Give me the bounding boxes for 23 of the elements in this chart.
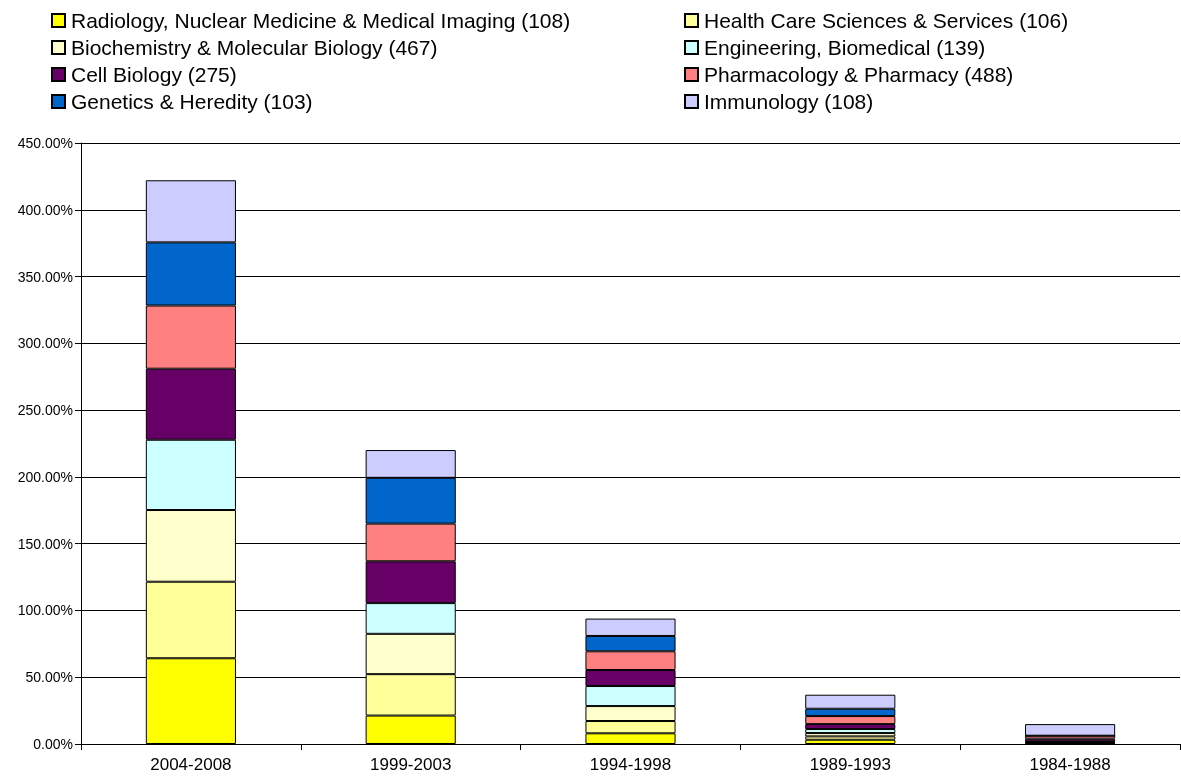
y-tick-label: 300.00%	[17, 335, 73, 352]
x-tick-label: 1994-1998	[589, 755, 672, 774]
legend-label: Engineering, Biomedical (139)	[704, 36, 986, 59]
legend-label: Genetics & Heredity (103)	[71, 90, 313, 113]
x-tick-label: 1989-1993	[809, 755, 891, 774]
legend-label: Pharmacology & Pharmacy (488)	[704, 63, 1014, 86]
legend-label: Cell Biology (275)	[71, 63, 237, 86]
y-tick-label: 350.00%	[17, 268, 73, 285]
legend-label: Immunology (108)	[704, 90, 874, 113]
legend-label: Biochemistry & Molecular Biology (467)	[71, 36, 438, 59]
y-tick-label: 150.00%	[17, 535, 73, 552]
legend-label: Radiology, Nuclear Medicine & Medical Imaging (108)	[71, 9, 571, 32]
y-tick-label: 50.00%	[25, 669, 73, 686]
x-tick-label: 1999-2003	[370, 755, 452, 774]
y-tick-label: 0.00%	[33, 736, 73, 752]
y-tick-label: 200.00%	[17, 468, 73, 485]
x-tick-label: 1984-1988	[1029, 755, 1111, 774]
y-tick-label: 450.00%	[17, 135, 73, 151]
y-tick-label: 400.00%	[17, 201, 73, 218]
y-tick-label: 250.00%	[17, 402, 73, 419]
legend-label: Health Care Sciences & Services (106)	[704, 9, 1069, 32]
y-tick-label: 100.00%	[17, 602, 73, 619]
x-tick-label: 2004-2008	[150, 755, 232, 774]
